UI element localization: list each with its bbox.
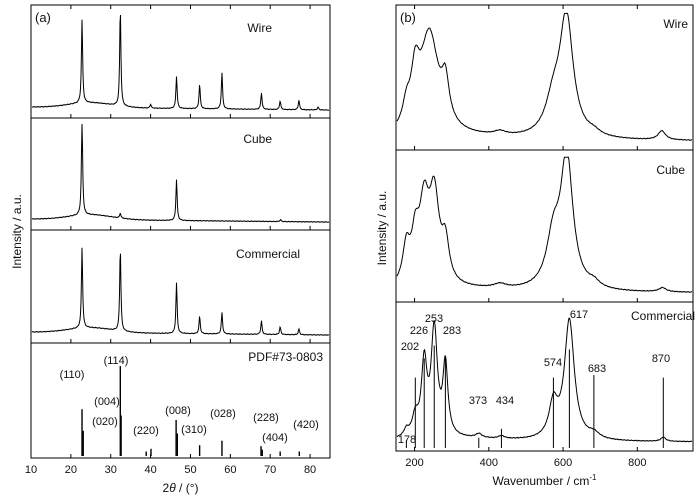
series-line-commercial bbox=[396, 317, 693, 443]
panel-letter-b: (b) bbox=[400, 10, 416, 25]
reference-label-310: (310) bbox=[181, 424, 207, 436]
reference-label-683: 683 bbox=[588, 363, 606, 375]
reference-label-020: (020) bbox=[92, 416, 118, 428]
series-label-commercial: Commercial bbox=[236, 247, 300, 261]
x-tick-label: 80 bbox=[304, 464, 316, 476]
x-tick-label: 30 bbox=[105, 464, 117, 476]
reference-label-178: 178 bbox=[398, 434, 416, 446]
x-axis-label-part: θ bbox=[169, 481, 176, 495]
series-label-cube: Cube bbox=[656, 163, 685, 177]
x-tick-label: 60 bbox=[224, 464, 236, 476]
reference-label-253: 253 bbox=[425, 313, 443, 325]
reference-label-220: (220) bbox=[133, 425, 159, 437]
panel-a: (a) 10 20 30 40 50 60 70 80 2θ / (°) Intensity / a… bbox=[10, 4, 331, 495]
reference-label-617: 617 bbox=[570, 309, 588, 321]
plot-frame bbox=[395, 4, 694, 452]
x-tick-label: 400 bbox=[480, 457, 498, 469]
series-label-wire: Wire bbox=[663, 17, 688, 31]
reference-label-283: 283 bbox=[443, 325, 461, 337]
reference-label-028: (028) bbox=[210, 408, 236, 420]
x-axis-label: Wavenumber / cm-1 bbox=[492, 473, 597, 488]
reference-name-pdf-73-0803: PDF#73-0803 bbox=[248, 350, 323, 364]
reference-label-870: 870 bbox=[652, 353, 670, 365]
series-label-commercial: Commercial bbox=[631, 309, 695, 323]
y-axis-label: Intensity / a.u. bbox=[375, 191, 389, 266]
y-axis-label: Intensity / a.u. bbox=[10, 194, 24, 269]
series-line-wire bbox=[31, 14, 330, 111]
plot-frame bbox=[30, 4, 331, 459]
series-line-cube bbox=[396, 156, 693, 293]
reference-label-434: 434 bbox=[496, 395, 514, 407]
x-tick-label: 800 bbox=[628, 457, 646, 469]
x-axis-label-part: / (°) bbox=[176, 481, 199, 495]
x-tick-label: 200 bbox=[405, 457, 423, 469]
x-axis-label-part: Wavenumber / cm bbox=[492, 474, 589, 488]
x-axis-label-part: 2 bbox=[163, 481, 170, 495]
x-tick-label: 10 bbox=[25, 464, 37, 476]
reference-label-420: (420) bbox=[293, 419, 319, 431]
reference-label-373: 373 bbox=[469, 395, 487, 407]
x-tick-label: 50 bbox=[184, 464, 196, 476]
series-line-commercial bbox=[31, 247, 330, 337]
series-label-cube: Cube bbox=[243, 132, 272, 146]
reference-label-404: (404) bbox=[262, 432, 288, 444]
series-line-cube bbox=[31, 123, 330, 224]
x-tick-label: 40 bbox=[144, 464, 156, 476]
x-axis-label: 2θ / (°) bbox=[163, 481, 199, 495]
panel-letter-a: (a) bbox=[35, 10, 51, 25]
reference-label-228: (228) bbox=[253, 412, 279, 424]
x-tick-label: 600 bbox=[554, 457, 572, 469]
reference-label-008: (008) bbox=[165, 405, 191, 417]
series-label-wire: Wire bbox=[247, 21, 272, 35]
reference-label-574: 574 bbox=[544, 357, 562, 369]
x-tick-label: 20 bbox=[65, 464, 77, 476]
reference-label-004: (004) bbox=[94, 396, 120, 408]
reference-label-114: (114) bbox=[104, 355, 129, 367]
panel-b: (b) 200 400 600 800 Wavenumber / cm-1 Intensit… bbox=[375, 4, 695, 488]
reference-label-110: (110) bbox=[60, 369, 85, 381]
reference-label-226: 226 bbox=[410, 325, 428, 337]
series-line-wire bbox=[396, 12, 693, 141]
reference-label-202: 202 bbox=[401, 341, 419, 353]
x-axis-label-part: -1 bbox=[589, 473, 597, 482]
x-tick-label: 70 bbox=[264, 464, 276, 476]
